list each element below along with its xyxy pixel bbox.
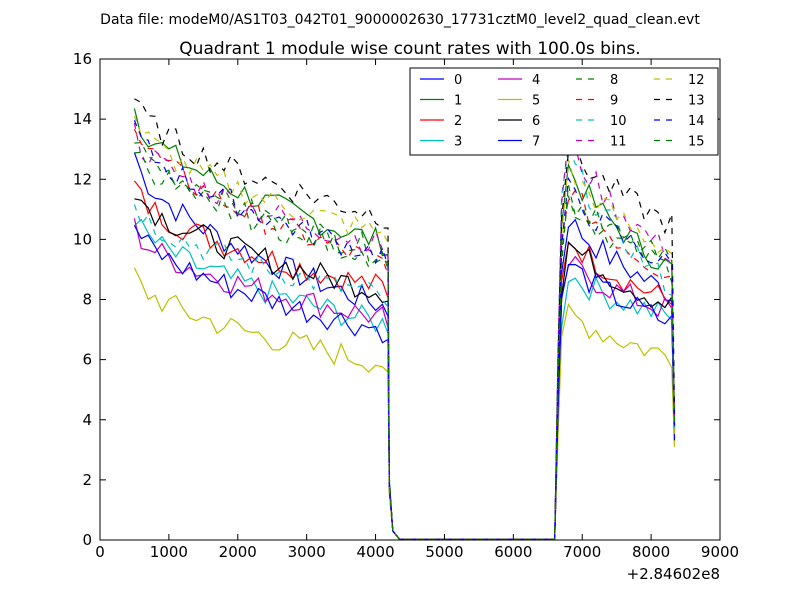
series-line-0	[133, 152, 676, 540]
series-line-14	[133, 120, 676, 540]
y-tick-label: 10	[73, 230, 92, 248]
series-line-15	[134, 151, 676, 540]
x-tick-label: 7000	[563, 543, 601, 561]
legend-label-5: 5	[532, 94, 540, 109]
legend-label-8: 8	[610, 73, 618, 88]
y-tick-label: 4	[82, 411, 92, 429]
x-tick-label: 0	[95, 543, 105, 561]
series-line-3	[134, 218, 676, 540]
legend-label-0: 0	[454, 73, 462, 88]
series-line-7	[133, 225, 676, 540]
x-tick-label: 6000	[494, 543, 532, 561]
legend-label-9: 9	[610, 94, 618, 109]
y-tick-label: 6	[82, 351, 92, 369]
legend-label-7: 7	[532, 135, 540, 150]
legend-label-12: 12	[688, 73, 705, 88]
legend-label-13: 13	[688, 94, 705, 109]
x-tick-label: 9000	[701, 543, 739, 561]
chart-suptitle: Data file: modeM0/AS1T03_042T01_90000026…	[100, 12, 700, 28]
legend-label-3: 3	[454, 135, 462, 150]
series-line-10	[133, 145, 676, 540]
chart-title: Quadrant 1 module wise count rates with …	[179, 39, 640, 59]
y-tick-label: 0	[82, 531, 92, 549]
y-tick-label: 8	[82, 291, 92, 309]
legend-label-14: 14	[688, 114, 705, 129]
x-tick-label: 2000	[219, 543, 257, 561]
y-tick-label: 14	[73, 110, 92, 128]
x-tick-label: 3000	[288, 543, 326, 561]
legend-label-15: 15	[688, 135, 705, 150]
x-offset-label: +2.84602e8	[627, 565, 720, 583]
legend-label-2: 2	[454, 114, 462, 129]
x-tick-label: 1000	[150, 543, 188, 561]
x-tick-label: 4000	[356, 543, 394, 561]
series-line-9	[133, 128, 676, 540]
plot-lines	[133, 98, 676, 540]
series-line-5	[133, 267, 676, 540]
legend-label-11: 11	[610, 135, 627, 150]
y-tick-label: 12	[73, 170, 92, 188]
series-line-2	[133, 180, 676, 540]
y-tick-label: 16	[73, 50, 92, 68]
x-tick-label: 8000	[632, 543, 670, 561]
series-line-11	[133, 122, 676, 540]
legend-label-1: 1	[454, 94, 462, 109]
y-tick-label: 2	[82, 471, 92, 489]
series-line-6	[134, 198, 676, 540]
x-tick-label: 5000	[425, 543, 463, 561]
legend-label-6: 6	[532, 114, 540, 129]
legend-label-4: 4	[532, 73, 540, 88]
series-line-13	[134, 98, 676, 540]
legend-label-10: 10	[610, 114, 627, 129]
axes: 0 1000 2000 3000 4000 5000 6000 7000 8000 9000 0 2 4…	[73, 50, 739, 561]
